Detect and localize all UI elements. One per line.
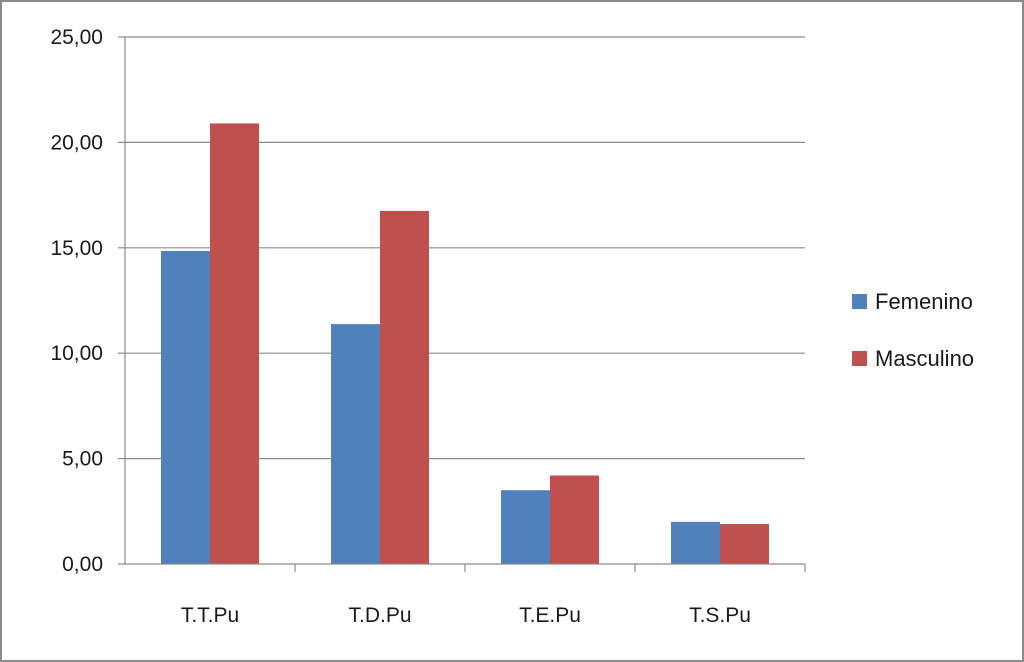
x-tick-label: T.T.Pu	[181, 604, 239, 627]
x-tick-label: T.E.Pu	[519, 604, 581, 627]
y-tick-label: 20,00	[50, 131, 103, 154]
bar-femenino-tepu	[501, 490, 550, 564]
y-tick-label: 0,00	[62, 553, 103, 576]
x-tick-label: T.D.Pu	[348, 604, 411, 627]
legend-label-masculino: Masculino	[875, 346, 974, 371]
bar-masculino-tepu	[550, 475, 599, 564]
bars	[161, 123, 769, 564]
bar-femenino-tdpu	[331, 324, 380, 564]
y-tick-label: 10,00	[50, 342, 103, 365]
bar-masculino-ttpu	[210, 123, 259, 564]
y-tick-labels: 0,00 5,00 10,00 15,00 20,00 25,00	[50, 26, 103, 576]
bar-masculino-tdpu	[380, 210, 429, 564]
legend-swatch-masculino	[852, 351, 867, 366]
y-tick-label: 15,00	[50, 237, 103, 260]
axes	[118, 36, 806, 572]
y-tick-label: 5,00	[62, 448, 103, 471]
legend-swatch-femenino	[852, 294, 867, 309]
y-tick-label: 25,00	[50, 26, 103, 49]
legend: Femenino Masculino	[852, 289, 974, 371]
x-tick-label: T.S.Pu	[689, 604, 751, 627]
bar-femenino-tspu	[671, 521, 720, 564]
bar-masculino-tspu	[720, 523, 769, 564]
x-tick-labels: T.T.Pu T.D.Pu T.E.Pu T.S.Pu	[181, 604, 751, 627]
bar-femenino-ttpu	[161, 250, 210, 564]
legend-label-femenino: Femenino	[875, 289, 973, 314]
